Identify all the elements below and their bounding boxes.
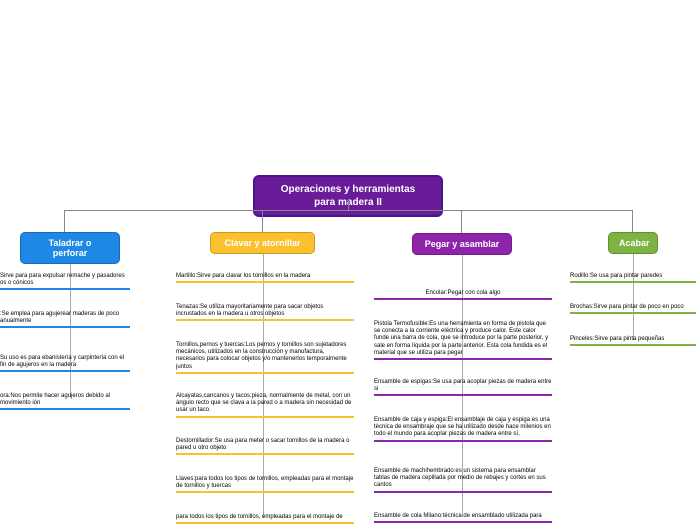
leaf-pegar-4: Ensamble de machihembrado:es un sistema … — [374, 468, 552, 490]
leaf-taladrar-2: Su uso es para ebanistería y carpintería… — [0, 355, 130, 369]
leaf-clavar-5: Llaves:para todos los tipos de tornillos… — [176, 476, 354, 490]
leaf-taladrar-0: Sirve para para expulsar remache y pasad… — [0, 273, 130, 287]
leaf-clavar-1: Tenazas:Se utiliza mayoritariamente para… — [176, 304, 354, 318]
branch-taladrar: Taladrar o perforar — [20, 232, 120, 264]
leaf-clavar-3: Alcayatas,cancanos y tacos:pieza, normal… — [176, 393, 354, 415]
leaf-acabar-1: Brochas:Sirve para pintar de poco en poc… — [570, 304, 696, 311]
leaf-pegar-2: Ensamble de espigas:Se usa para acoplar … — [374, 379, 552, 393]
leaf-taladrar-3: ora:Nos permite hacer agujeros debido al… — [0, 393, 130, 407]
leaf-clavar-0: Martillo:Sirve para clavar los tornillos… — [176, 273, 354, 280]
leaf-clavar-2: Tornillos,pernos y tuercas:Los pernos y … — [176, 342, 354, 371]
leaf-clavar-4: Destornillador:Se usa para meter o sacar… — [176, 438, 354, 452]
leaf-pegar-0: Encolar:Pegar con cola algo — [374, 290, 552, 297]
leaf-acabar-2: Pinceles:Sirve para pinta pequeñas — [570, 336, 696, 343]
branch-clavar: Clavar y atornillar — [210, 232, 315, 254]
leaf-pegar-1: Pistola Termofusible:Es una herramienta … — [374, 321, 552, 357]
leaf-pegar-5: Ensamble de cola Milano:técnica de ensam… — [374, 513, 552, 520]
leaf-taladrar-1: :Se emplea para agujerear maderas de poc… — [0, 311, 130, 325]
leaf-clavar-6: para todos los tipos de tornillos, emple… — [176, 514, 354, 521]
leaf-pegar-3: Ensamble de caja y espiga:El ensamblaje … — [374, 417, 552, 439]
branch-acabar: Acabar — [608, 232, 658, 254]
leaf-acabar-0: Rodillo:Se usa para pintar paredes — [570, 273, 696, 280]
branch-pegar: Pegar y asamblar — [412, 233, 512, 255]
